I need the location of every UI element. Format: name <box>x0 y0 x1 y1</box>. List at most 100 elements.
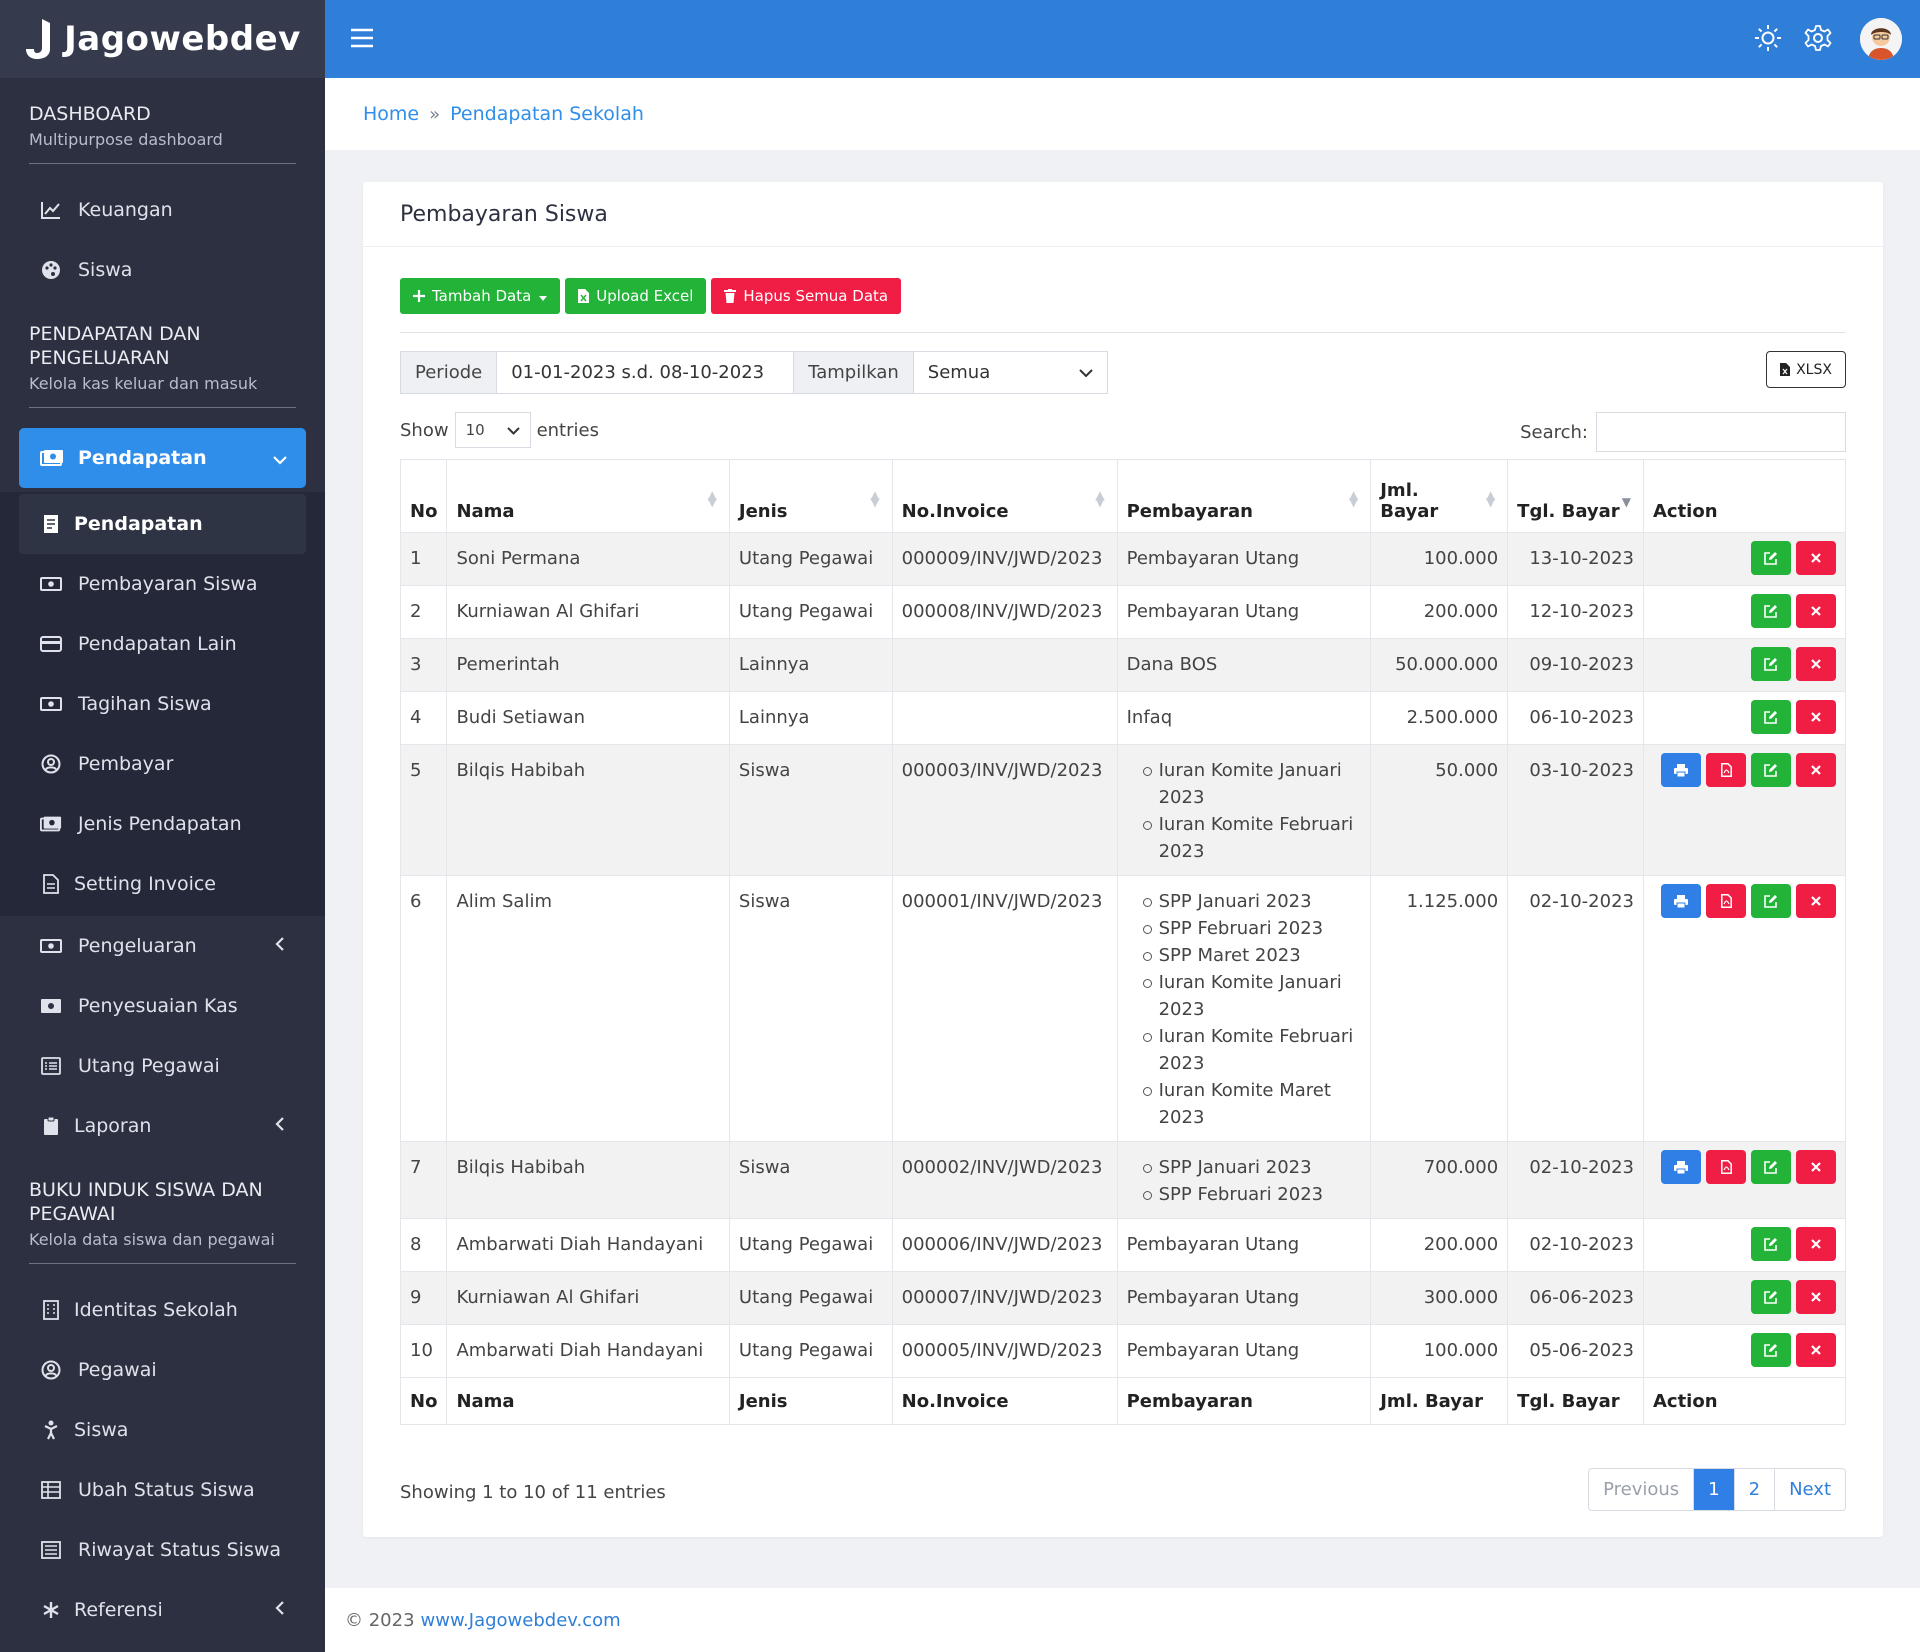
periode-input[interactable]: 01-01-2023 s.d. 08-10-2023 <box>497 352 795 393</box>
print-button[interactable] <box>1661 753 1701 787</box>
search-input[interactable] <box>1596 412 1846 452</box>
pagination-page-2[interactable]: 2 <box>1735 1469 1776 1510</box>
hamburger-menu-icon[interactable] <box>350 28 374 53</box>
sidebar-item-pengeluaran[interactable]: Pengeluaran <box>0 916 325 976</box>
topbar <box>325 0 1920 78</box>
delete-button[interactable] <box>1796 647 1836 681</box>
avatar[interactable] <box>1860 18 1902 60</box>
delete-button[interactable] <box>1796 1280 1836 1314</box>
row-actions <box>1653 1150 1836 1184</box>
footer-link[interactable]: www.Jagowebdev.com <box>420 1609 621 1631</box>
row-actions <box>1653 884 1836 918</box>
brand[interactable]: Jagowebdev <box>0 0 325 78</box>
tampilkan-select[interactable]: Semua <box>913 352 1107 393</box>
pagination-page-1[interactable]: 1 <box>1694 1469 1735 1510</box>
delete-all-button[interactable]: Hapus Semua Data <box>711 278 902 314</box>
delete-button[interactable] <box>1796 884 1836 918</box>
sidebar-item-utang-pegawai[interactable]: Utang Pegawai <box>0 1036 325 1096</box>
cell-jenis: Utang Pegawai <box>729 532 893 586</box>
sidebar-section-pendapatan: PENDAPATAN DAN PENGELUARAN Kelola kas ke… <box>0 300 325 424</box>
period-filter: Periode 01-01-2023 s.d. 08-10-2023 Tampi… <box>400 351 1108 394</box>
sun-icon[interactable] <box>1754 24 1782 57</box>
payments-table: No Nama ▲ ▼ Jenis ▲ ▼ No.Invoice ▲ ▼ Pembayara… <box>399 459 1847 1425</box>
delete-button[interactable] <box>1796 1150 1836 1184</box>
delete-all-label: Hapus Semua Data <box>743 287 889 305</box>
edit-button[interactable] <box>1751 1227 1791 1261</box>
gear-icon[interactable] <box>1804 24 1832 57</box>
file-icon <box>40 873 62 895</box>
sidebar-item-siswa-dashboard[interactable]: Siswa <box>0 240 325 300</box>
breadcrumb: Home » Pendapatan Sekolah <box>325 78 1920 150</box>
pagination-next[interactable]: Next <box>1789 1479 1831 1500</box>
export-xlsx-button[interactable]: XLSX <box>1766 351 1846 388</box>
sidebar-item-referensi[interactable]: Referensi <box>0 1580 325 1640</box>
pagination-previous[interactable]: Previous <box>1589 1469 1695 1510</box>
edit-button[interactable] <box>1751 884 1791 918</box>
pdf-button[interactable] <box>1706 1150 1746 1184</box>
breadcrumb-home-link[interactable]: Home <box>363 103 420 125</box>
delete-button[interactable] <box>1796 1333 1836 1367</box>
sidebar-item-label: Jenis Pendapatan <box>78 813 242 835</box>
print-button[interactable] <box>1661 1150 1701 1184</box>
edit-button[interactable] <box>1751 753 1791 787</box>
cell-no: 5 <box>399 744 448 876</box>
column-header-tgl-bayar[interactable]: Tgl. Bayar ▼ <box>1507 459 1644 533</box>
cell-no: 2 <box>399 585 448 639</box>
sidebar-item-pegawai[interactable]: Pegawai <box>0 1340 325 1400</box>
sidebar-item-siswa[interactable]: Siswa <box>0 1400 325 1460</box>
cell-nama: Bilqis Habibah <box>446 1141 730 1219</box>
cell-jenis: Lainnya <box>729 691 893 745</box>
delete-button[interactable] <box>1796 594 1836 628</box>
asterisk-icon <box>40 1599 62 1621</box>
close-icon <box>1811 659 1821 669</box>
column-header-nama[interactable]: Nama ▲ ▼ <box>446 459 730 533</box>
edit-button[interactable] <box>1751 1150 1791 1184</box>
sidebar: Jagowebdev DASHBOARD Multipurpose dashbo… <box>0 0 325 1652</box>
table-row: 4 Budi Setiawan Lainnya Infaq 2.500.000 06-10… <box>399 691 1847 745</box>
sidebar-item-riwayat-status-siswa[interactable]: Riwayat Status Siswa <box>0 1520 325 1580</box>
upload-excel-button[interactable]: Upload Excel <box>565 278 707 314</box>
print-button[interactable] <box>1661 884 1701 918</box>
sidebar-group-pendapatan[interactable]: Pendapatan <box>19 428 306 488</box>
sort-icon: ▲ ▼ <box>1095 488 1105 509</box>
column-header-no[interactable]: No <box>399 459 448 533</box>
sidebar-item-penyesuaian-kas[interactable]: Penyesuaian Kas <box>0 976 325 1036</box>
delete-button[interactable] <box>1796 541 1836 575</box>
delete-button[interactable] <box>1796 753 1836 787</box>
edit-button[interactable] <box>1751 541 1791 575</box>
entries-select[interactable]: 10 <box>454 412 531 448</box>
pdf-button[interactable] <box>1706 753 1746 787</box>
sidebar-item-setting-invoice[interactable]: Setting Invoice <box>0 854 325 914</box>
sidebar-item-tagihan-siswa[interactable]: Tagihan Siswa <box>0 674 325 734</box>
sidebar-item-pembayar[interactable]: Pembayar <box>0 734 325 794</box>
edit-button[interactable] <box>1751 647 1791 681</box>
add-data-button[interactable]: Tambah Data <box>400 278 561 314</box>
cell-jenis: Lainnya <box>729 638 893 692</box>
column-header-jml-bayar[interactable]: Jml. Bayar ▲ ▼ <box>1370 459 1509 533</box>
delete-button[interactable] <box>1796 700 1836 734</box>
column-header-pembayaran[interactable]: Pembayaran ▲ ▼ <box>1117 459 1372 533</box>
sidebar-item-keuangan[interactable]: Keuangan <box>0 180 325 240</box>
trash-icon <box>724 289 737 303</box>
sort-icon: ▲ ▼ <box>1349 488 1359 509</box>
edit-button[interactable] <box>1751 594 1791 628</box>
breadcrumb-current[interactable]: Pendapatan Sekolah <box>450 103 644 125</box>
column-header-jenis[interactable]: Jenis ▲ ▼ <box>729 459 893 533</box>
edit-button[interactable] <box>1751 700 1791 734</box>
edit-button[interactable] <box>1751 1280 1791 1314</box>
payment-item: SPP Januari 2023 <box>1142 888 1362 915</box>
sidebar-item-jenis-pendapatan[interactable]: Jenis Pendapatan <box>0 794 325 854</box>
entries-length: Show 10 entries <box>400 412 599 448</box>
delete-button[interactable] <box>1796 1227 1836 1261</box>
sidebar-item-identitas-sekolah[interactable]: Identitas Sekolah <box>0 1280 325 1340</box>
pdf-button[interactable] <box>1706 884 1746 918</box>
edit-button[interactable] <box>1751 1333 1791 1367</box>
sidebar-item-ubah-status-siswa[interactable]: Ubah Status Siswa <box>0 1460 325 1520</box>
column-header-invoice[interactable]: No.Invoice ▲ ▼ <box>892 459 1118 533</box>
sidebar-item-pembayaran-siswa[interactable]: Pembayaran Siswa <box>0 554 325 614</box>
table-footer-row: No Nama Jenis No.Invoice Pembayaran Jml.… <box>399 1377 1847 1425</box>
sidebar-item-pendapatan[interactable]: Pendapatan <box>19 494 306 554</box>
upload-excel-label: Upload Excel <box>596 287 694 305</box>
sidebar-item-pendapatan-lain[interactable]: Pendapatan Lain <box>0 614 325 674</box>
sidebar-item-laporan[interactable]: Laporan <box>0 1096 325 1156</box>
